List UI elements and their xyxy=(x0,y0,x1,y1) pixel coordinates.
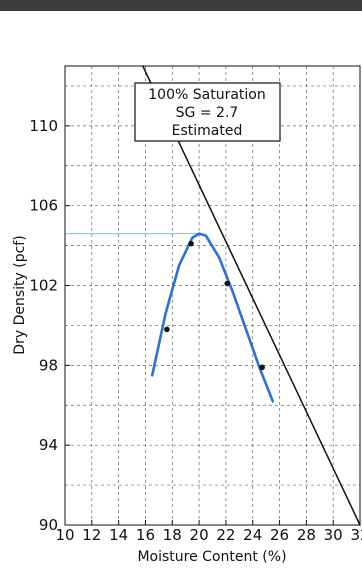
annotation-box xyxy=(134,82,281,142)
y-tick-label: 110 xyxy=(29,117,58,135)
y-tick-label: 106 xyxy=(29,197,58,215)
x-axis-label: Moisture Content (%) xyxy=(137,549,286,565)
annotation-line-2: SG = 2.7 xyxy=(176,105,239,121)
x-tick-label: 20 xyxy=(190,526,209,544)
data-point xyxy=(188,240,194,247)
x-tick-label: 10 xyxy=(55,526,74,544)
top-edge-bar xyxy=(0,0,362,11)
x-tick-label: 18 xyxy=(163,526,182,544)
x-tick-label: 28 xyxy=(297,526,316,544)
curves xyxy=(142,65,361,526)
saturation-annotation: 100% Saturation SG = 2.7 Estimated xyxy=(134,82,281,142)
y-tick-label: 90 xyxy=(39,516,58,534)
annotation-line-3: Estimated xyxy=(172,123,243,139)
plot-area xyxy=(65,66,360,525)
x-tick-label: 32 xyxy=(350,526,362,544)
grid xyxy=(64,66,361,526)
x-tick-label: 12 xyxy=(82,526,101,544)
x-tick-label: 30 xyxy=(324,526,343,544)
x-tick-label: 14 xyxy=(109,526,128,544)
data-point xyxy=(224,280,231,287)
zero-air-voids-line xyxy=(142,65,361,526)
x-tick-labels: 10 12 14 16 18 20 22 24 26 28 30 32 xyxy=(55,520,362,544)
annotation-line-1: 100% Saturation xyxy=(148,87,265,103)
y-tick-labels: 90 94 98 102 106 110 xyxy=(29,117,70,534)
x-tick-label: 22 xyxy=(216,526,235,544)
data-point xyxy=(164,326,170,333)
compaction-curve-line xyxy=(150,232,275,403)
x-tick-label: 26 xyxy=(270,526,289,544)
x-tick-label: 16 xyxy=(136,526,155,544)
x-tick-label: 24 xyxy=(243,526,262,544)
data-point xyxy=(259,364,265,371)
y-tick-label: 102 xyxy=(29,277,58,295)
data-points xyxy=(164,240,265,371)
y-axis-label: Dry Density (pcf) xyxy=(12,235,28,354)
y-tick-label: 98 xyxy=(39,356,58,374)
plot-frame xyxy=(64,65,361,526)
y-tick-label: 94 xyxy=(39,436,58,454)
